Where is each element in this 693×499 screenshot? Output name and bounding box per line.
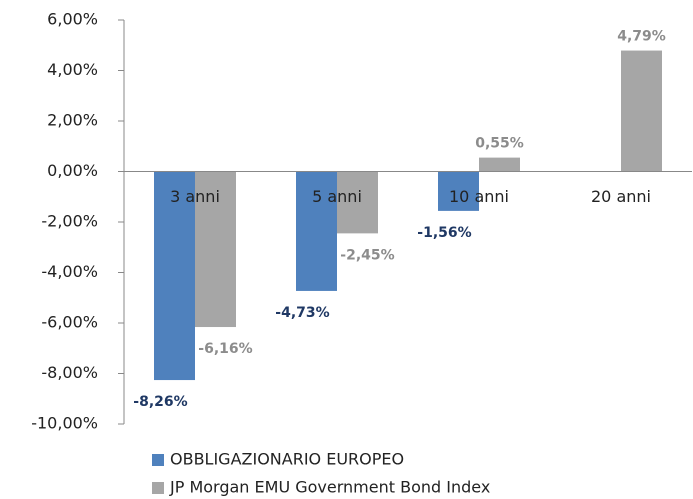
bar [154, 171, 195, 381]
legend-swatch [152, 482, 164, 494]
bar [621, 50, 662, 172]
value-label: 4,79% [617, 29, 666, 45]
value-label: -2,45% [340, 247, 394, 263]
y-tick-label: 0,00% [47, 161, 98, 180]
y-tick-label: 2,00% [47, 111, 98, 130]
x-tick-label: 20 anni [591, 187, 651, 206]
value-label: -4,73% [275, 305, 329, 321]
value-label: -1,56% [417, 225, 471, 241]
bar [479, 157, 520, 172]
y-tick-label: -10,00% [31, 414, 98, 433]
legend-label: JP Morgan EMU Government Bond Index [169, 478, 490, 497]
bar [438, 171, 479, 211]
value-label: -6,16% [198, 341, 252, 357]
x-tick-label: 5 anni [312, 187, 362, 206]
bar [296, 171, 337, 291]
y-tick-label: 4,00% [47, 60, 98, 79]
value-label: 0,55% [475, 136, 524, 152]
legend-label: OBBLIGAZIONARIO EUROPEO [170, 450, 404, 469]
value-label: -8,26% [133, 394, 187, 410]
y-tick-label: -8,00% [41, 363, 98, 382]
x-tick-label: 10 anni [449, 187, 509, 206]
x-tick-label: 3 anni [170, 187, 220, 206]
bar [195, 171, 236, 328]
y-tick-label: 6,00% [47, 10, 98, 29]
y-tick-label: -2,00% [41, 212, 98, 231]
y-tick-label: -6,00% [41, 313, 98, 332]
legend-swatch [152, 454, 164, 466]
y-tick-label: -4,00% [41, 262, 98, 281]
bar [337, 171, 378, 234]
